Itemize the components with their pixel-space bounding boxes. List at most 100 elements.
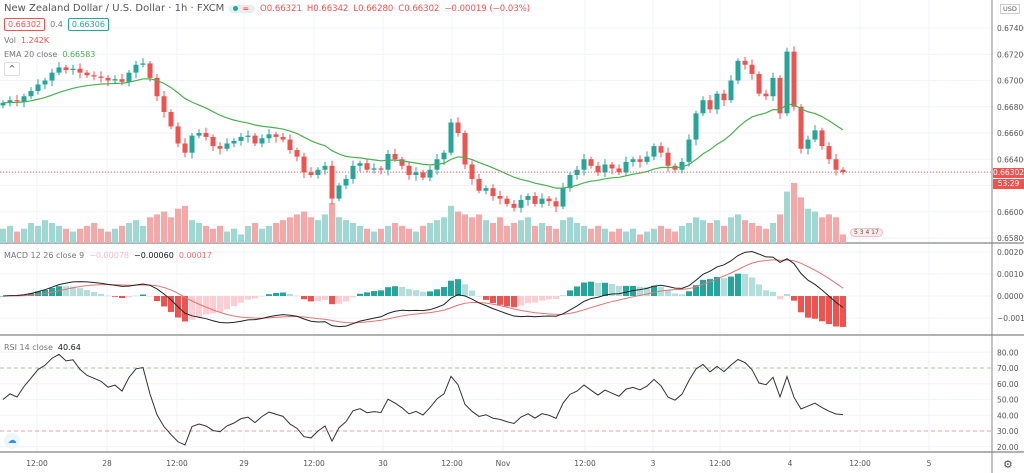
macd-histogram-bar xyxy=(140,294,146,296)
macd-histogram-bar xyxy=(315,296,321,302)
volume-bar xyxy=(329,203,335,243)
ohlc-open: O0.66321 xyxy=(260,3,302,14)
candle-body xyxy=(217,146,223,149)
macd-histogram-bar xyxy=(497,296,503,305)
candle-body xyxy=(336,185,342,199)
volume-legend[interactable]: Vol 1.242K xyxy=(4,36,49,45)
macd-histogram-bar xyxy=(413,290,419,296)
candle-body xyxy=(455,122,461,133)
ema-legend[interactable]: EMA 20 close 0.66583 xyxy=(4,50,95,59)
candle-body xyxy=(0,102,6,106)
macd-histogram-bar xyxy=(616,285,622,296)
candle-body xyxy=(126,72,132,82)
candle-body xyxy=(511,203,517,208)
macd-histogram-bar xyxy=(224,296,230,310)
macd-histogram-bar xyxy=(728,276,734,296)
candle-body xyxy=(91,75,97,77)
candle-body xyxy=(49,72,55,81)
volume-bar xyxy=(511,223,517,243)
candle-body xyxy=(427,169,433,178)
candle-body xyxy=(497,196,503,199)
macd-histogram-bar xyxy=(644,287,650,296)
volume-bar xyxy=(287,217,293,243)
market-status[interactable]: = xyxy=(229,3,256,13)
spread: 0.4 xyxy=(50,20,63,29)
volume-bar xyxy=(189,220,195,243)
volume-bar xyxy=(693,217,699,243)
macd-tick-label: 0.00000 xyxy=(997,292,1024,301)
candle-body xyxy=(518,199,524,208)
macd-histogram-bar xyxy=(567,290,573,296)
candle-body xyxy=(329,165,335,199)
candle-body xyxy=(721,93,727,101)
macd-legend[interactable]: MACD 12 26 close 9 −0.00078 −0.00060 0.0… xyxy=(4,251,212,260)
ohlc-close: C0.66302 xyxy=(398,3,440,14)
macd-histogram-bar xyxy=(28,293,34,296)
macd-histogram-bar xyxy=(763,290,769,296)
volume-bar xyxy=(546,225,552,243)
volume-bar xyxy=(497,217,503,243)
collapse-legend-button[interactable]: ^ xyxy=(4,62,20,76)
volume-bar xyxy=(294,214,300,243)
tradingview-logo-icon[interactable]: ☁ xyxy=(4,433,20,449)
volume-bar xyxy=(679,225,685,243)
candle-body xyxy=(224,143,230,149)
currency-label[interactable]: USD xyxy=(1000,4,1020,14)
symbol-title[interactable]: New Zealand Dollar / U.S. Dollar · 1h · … xyxy=(4,3,225,14)
volume-bar xyxy=(84,225,90,243)
candle-body xyxy=(763,93,769,97)
macd-histogram-bar xyxy=(455,279,461,296)
candle-body xyxy=(112,79,118,81)
volume-value: 1.242K xyxy=(20,36,50,45)
candle-body xyxy=(833,159,839,170)
macd-histogram-bar xyxy=(210,296,216,314)
macd-histogram-bar xyxy=(546,296,552,300)
settings-gear-icon[interactable]: ⚙ xyxy=(1003,458,1013,471)
macd-histogram-bar xyxy=(434,289,440,296)
buy-button[interactable]: 0.66306 xyxy=(67,18,109,31)
candle-body xyxy=(406,165,412,175)
candle-body xyxy=(161,96,167,112)
macd-histogram-bar xyxy=(686,291,692,296)
macd-histogram-bar xyxy=(693,285,699,296)
macd-signal-line xyxy=(2,259,844,324)
macd-histogram-bar xyxy=(588,281,594,296)
macd-histogram-bar xyxy=(735,273,741,296)
candle-body xyxy=(623,161,629,173)
trade-buttons: 0.66302 0.4 0.66306 xyxy=(4,18,109,31)
economic-events-badge[interactable]: 5 3 4 17 xyxy=(850,228,883,237)
volume-bar xyxy=(252,223,258,243)
volume-bar xyxy=(833,217,839,243)
equals-icon: = xyxy=(240,3,252,13)
candle-body xyxy=(735,60,741,81)
macd-histogram-bar xyxy=(0,296,6,297)
macd-histogram-bar xyxy=(595,282,601,296)
volume-bar xyxy=(182,205,188,243)
macd-histogram-bar xyxy=(329,296,335,305)
volume-bar xyxy=(140,225,146,243)
volume-bar xyxy=(154,214,160,243)
candle-body xyxy=(714,93,720,110)
volume-bar xyxy=(539,223,545,243)
candle-body xyxy=(70,68,76,70)
volume-bar xyxy=(588,228,594,243)
volume-bar xyxy=(532,225,538,243)
macd-histogram-bar xyxy=(560,295,566,296)
sell-button[interactable]: 0.66302 xyxy=(4,18,46,31)
volume-bar xyxy=(686,223,692,243)
macd-histogram-bar xyxy=(833,296,839,327)
volume-bar xyxy=(119,225,125,243)
volume-bar xyxy=(385,225,391,243)
time-tick-label: 12:00 xyxy=(709,459,731,468)
volume-bar xyxy=(742,220,748,243)
macd-histogram-bar xyxy=(273,292,279,296)
volume-bar xyxy=(112,228,118,243)
candle-body xyxy=(525,196,531,200)
candle-body xyxy=(504,198,510,204)
rsi-legend[interactable]: RSI 14 close 40.64 xyxy=(4,343,81,352)
candle-body xyxy=(119,79,125,82)
